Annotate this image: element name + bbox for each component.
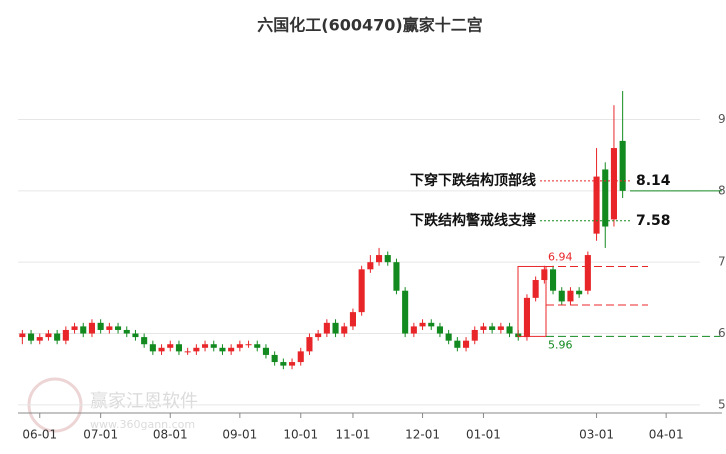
x-tick-label: 03-01 xyxy=(579,428,614,442)
candle-body xyxy=(184,351,191,353)
watermark-name: 赢家江恩软件 xyxy=(90,390,198,412)
candle-body xyxy=(262,347,269,355)
candle-body xyxy=(71,326,78,330)
range-box xyxy=(517,265,547,337)
candle-body xyxy=(141,337,148,345)
candle-body xyxy=(619,140,626,191)
candle-body xyxy=(471,329,478,341)
y-tick-label: 7 xyxy=(718,255,726,269)
candle-body xyxy=(610,148,617,220)
candle-body xyxy=(358,269,365,313)
candle-body xyxy=(106,326,113,330)
candle-body xyxy=(54,333,61,341)
candle-body xyxy=(602,169,609,227)
x-tick-label: 01-01 xyxy=(466,428,501,442)
candle-body xyxy=(523,297,530,338)
candle-body xyxy=(254,344,261,348)
candle-body xyxy=(219,347,226,352)
candle-body xyxy=(436,326,443,334)
x-tick-label: 09-01 xyxy=(222,428,257,442)
candle-body xyxy=(115,326,122,330)
x-tick-label: 06-01 xyxy=(22,428,57,442)
candle-body xyxy=(175,344,182,352)
x-tick-label: 11-01 xyxy=(336,428,371,442)
watermark: 赢家江恩软件 www.360gann.com xyxy=(27,377,198,433)
candle-body xyxy=(367,262,374,270)
candle-body xyxy=(236,344,243,348)
candle-body xyxy=(132,333,139,338)
candle-body xyxy=(384,255,391,263)
candle-body xyxy=(88,322,95,334)
candle-body xyxy=(567,290,574,302)
y-tick-label: 5 xyxy=(718,397,726,411)
candle-body xyxy=(489,326,496,330)
candle-body xyxy=(332,322,339,334)
x-tick-label: 12-01 xyxy=(405,428,440,442)
candle-body xyxy=(45,333,52,338)
candle-body xyxy=(323,322,330,334)
x-tick-label: 04-01 xyxy=(649,428,684,442)
candle-body xyxy=(541,269,548,281)
candle-body xyxy=(228,347,235,352)
candle-body xyxy=(28,333,35,341)
candle-body xyxy=(480,326,487,330)
candle-body xyxy=(419,322,426,327)
candle-body xyxy=(297,351,304,363)
candle-body xyxy=(36,337,43,341)
range-high-label: 6.94 xyxy=(548,250,573,263)
level-label: 7.58 xyxy=(636,213,671,229)
candle-body xyxy=(280,362,287,366)
chart-title: 六国化工(600470)赢家十二宫 xyxy=(257,16,482,35)
candle-body xyxy=(349,312,356,327)
candle-body xyxy=(584,255,591,291)
y-tick-label: 6 xyxy=(718,326,726,340)
candle-body xyxy=(532,280,539,298)
watermark-url: www.360gann.com xyxy=(90,418,195,431)
candle-body xyxy=(315,333,322,338)
candle-body xyxy=(210,344,217,348)
candle-body xyxy=(202,344,209,348)
candle-body xyxy=(341,326,348,334)
candle-body xyxy=(289,362,296,366)
candle-body xyxy=(123,329,130,334)
range-low-label: 5.96 xyxy=(548,338,573,351)
candle-body xyxy=(445,333,452,341)
x-tick-label: 07-01 xyxy=(83,428,118,442)
candle-body xyxy=(550,269,557,291)
candle-body xyxy=(506,326,513,334)
candle-body xyxy=(62,329,69,341)
candle-body xyxy=(19,333,26,338)
candle-body xyxy=(428,322,435,327)
level-label: 8.14 xyxy=(636,173,671,189)
candle-body xyxy=(306,337,313,352)
candle-body xyxy=(410,326,417,334)
candle-body xyxy=(193,347,200,352)
candle-body xyxy=(245,344,252,346)
candle-body xyxy=(558,290,565,302)
candle-body xyxy=(97,322,104,330)
candle-body xyxy=(593,176,600,234)
candle-body xyxy=(80,326,87,334)
x-tick-label: 08-01 xyxy=(153,428,188,442)
x-tick-label: 10-01 xyxy=(283,428,318,442)
candle-body xyxy=(149,344,156,352)
y-tick-label: 9 xyxy=(718,112,726,126)
candle-body xyxy=(454,340,461,348)
candle-body xyxy=(167,344,174,348)
candle-body xyxy=(158,347,165,352)
candle-body xyxy=(376,255,383,263)
candle-body xyxy=(463,340,470,348)
candle-body xyxy=(576,290,583,295)
candle-body xyxy=(271,354,278,363)
candle-body xyxy=(497,326,504,330)
candle-body xyxy=(402,290,409,334)
level-text: 下穿下跌结构顶部线 xyxy=(410,172,536,189)
candle-body xyxy=(393,262,400,291)
level-text: 下跌结构警戒线支撑 xyxy=(410,212,536,229)
